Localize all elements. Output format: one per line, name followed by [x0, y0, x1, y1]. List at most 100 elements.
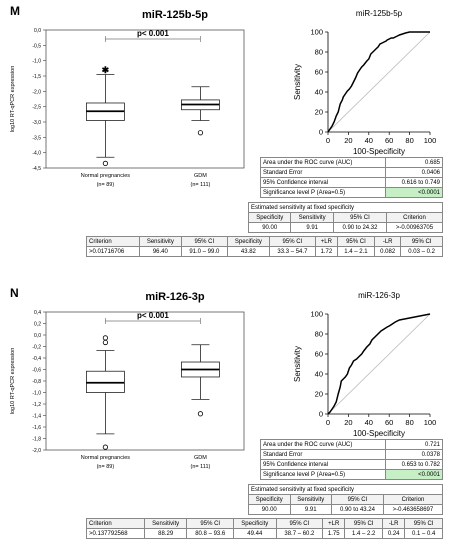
group-label: Normal pregnancies [81, 173, 130, 179]
group-label: Normal pregnancies [81, 455, 130, 461]
col-header: Sensitivity [290, 212, 334, 223]
table-row: Area under the ROC curve (AUC) 0.721 [260, 439, 444, 450]
roc-line [327, 313, 431, 415]
extreme-point: ✱ [102, 65, 110, 75]
ci-label: 95% Confidence interval [260, 459, 386, 470]
y-axis-label: Sensitivity [293, 346, 302, 382]
table-row: Area under the ROC curve (AUC) 0.685 [260, 157, 444, 168]
p-label: Significance level P (Area=0.5) [260, 187, 386, 198]
y-tick-label: 20 [315, 108, 323, 117]
cell: >-0.00963705 [386, 222, 443, 233]
cell: 0.90 to 24.32 [332, 222, 388, 233]
y-tick-label: -2,5 [32, 105, 41, 111]
x-tick-label: 60 [385, 136, 393, 145]
table-row: 95% Confidence interval 0.653 to 0.782 [260, 459, 444, 470]
y-tick-label: -0,8 [32, 379, 41, 385]
table-row: Criterion Sensitivity 95% CI Specificity… [86, 236, 443, 247]
col-header: Criterion [86, 236, 140, 247]
group-label: GDM [194, 455, 207, 461]
cell: 1.75 [322, 528, 346, 539]
se-label: Standard Error [260, 449, 386, 460]
y-tick-label: -3,0 [32, 120, 41, 126]
cell: 1.4 – 2.1 [336, 246, 376, 257]
group-n: (n= 89) [97, 182, 115, 188]
plot-frame [45, 29, 245, 169]
cell: 38.7 – 60.2 [275, 528, 324, 539]
col-header: 95% CI [331, 494, 384, 505]
se-value: 0.0378 [384, 449, 444, 460]
ci-value: 0.616 to 0.749 [384, 177, 444, 188]
est-title: Estimated sensitivity at fixed specifici… [248, 202, 443, 213]
y-tick-label: -0,6 [32, 368, 41, 374]
roc-line [327, 31, 430, 133]
col-header: 95% CI [275, 518, 324, 529]
cell: 90.00 [247, 222, 292, 233]
x-tick-label: 0 [326, 418, 330, 427]
x-tick-label: 100 [424, 418, 437, 427]
col-header: -LR [374, 236, 402, 247]
x-tick-label: 40 [365, 418, 373, 427]
y-tick-label: -1,2 [32, 402, 41, 408]
fixed-specificity-table: Estimated sensitivity at fixed specifici… [247, 202, 443, 233]
y-tick-label: -4,0 [32, 151, 41, 157]
table-row: Estimated sensitivity at fixed specifici… [248, 484, 443, 495]
ci-value: 0.653 to 0.782 [384, 459, 444, 470]
cell: 9.91 [289, 504, 332, 515]
plot-frame [45, 311, 245, 451]
roc-curve: miR-126-3p 00 20 20 40 40 60 60 80 80 100 100 100-Sp… [293, 291, 437, 438]
auc-label: Area under the ROC curve (AUC) [260, 439, 386, 450]
group-n: (n= 89) [97, 464, 115, 470]
table-row: 90.00 9.91 0.90 to 43.24 >-0.463658697 [248, 504, 444, 515]
y-tick-label: -0,5 [32, 43, 41, 49]
y-tick-label: -1,0 [32, 59, 41, 65]
col-header: 95% CI [336, 236, 376, 247]
panel-letter: M [10, 4, 20, 18]
y-tick-label: -1,4 [32, 414, 41, 420]
auc-table: Area under the ROC curve (AUC) 0.685 Stan… [260, 157, 444, 198]
x-tick-label: 20 [344, 418, 352, 427]
y-tick-label: 40 [315, 370, 323, 379]
table-row: 95% Confidence interval 0.616 to 0.749 [260, 177, 444, 188]
cell: 0.03 – 0.2 [400, 246, 443, 257]
auc-value: 0.685 [384, 157, 444, 168]
y-tick-label: 20 [315, 390, 323, 399]
cell: 1.4 – 2.2 [344, 528, 384, 539]
y-tick-label: -4,5 [32, 166, 41, 172]
outlier-point [197, 411, 204, 417]
outlier-point [102, 335, 109, 341]
y-tick-label: 40 [315, 88, 323, 97]
y-tick-label: 0,0 [34, 28, 41, 34]
outlier-point [102, 339, 109, 346]
cell: 43.82 [226, 246, 270, 257]
cell: 33.3 – 54.7 [268, 246, 316, 257]
outlier-point [102, 444, 109, 450]
diagonal-reference [327, 313, 431, 415]
x-tick-label: 80 [405, 418, 413, 427]
group-n: (n= 111) [191, 464, 211, 470]
table-row: 90.00 9.91 0.90 to 24.32 >-0.00963705 [247, 222, 443, 233]
col-header: 95% CI [344, 518, 384, 529]
cell: 91.0 – 99.0 [180, 246, 228, 257]
roc-title: miR-125b-5p [356, 9, 403, 18]
cell: 0.082 [374, 246, 402, 257]
outlier-point [197, 130, 204, 136]
cell: 9.91 [290, 222, 334, 233]
outlier-point [102, 160, 109, 166]
table-row: Specificity Sensitivity 95% CI Criterion [247, 212, 443, 223]
table-row: Criterion Sensitivity 95% CI Specificity… [86, 518, 443, 529]
y-tick-label: 100 [310, 28, 323, 37]
col-header: +LR [314, 236, 338, 247]
col-header: Criterion [86, 518, 145, 529]
y-tick-label: 0 [319, 410, 323, 419]
col-header: Specificity [226, 236, 270, 247]
x-tick-label: 40 [365, 136, 373, 145]
se-value: 0.0406 [384, 167, 444, 178]
col-header: 95% CI [268, 236, 316, 247]
est-title: Estimated sensitivity at fixed specifici… [248, 484, 443, 495]
auc-label: Area under the ROC curve (AUC) [260, 157, 386, 168]
y-axis-label: log10 RT-qPCR expression [10, 348, 16, 415]
table-row: Significance level P (Area=0.5) <0.0001 [260, 187, 444, 198]
col-header: Sensitivity [143, 518, 188, 529]
table-row: Standard Error 0.0406 [260, 167, 444, 178]
col-header: 95% CI [186, 518, 235, 529]
